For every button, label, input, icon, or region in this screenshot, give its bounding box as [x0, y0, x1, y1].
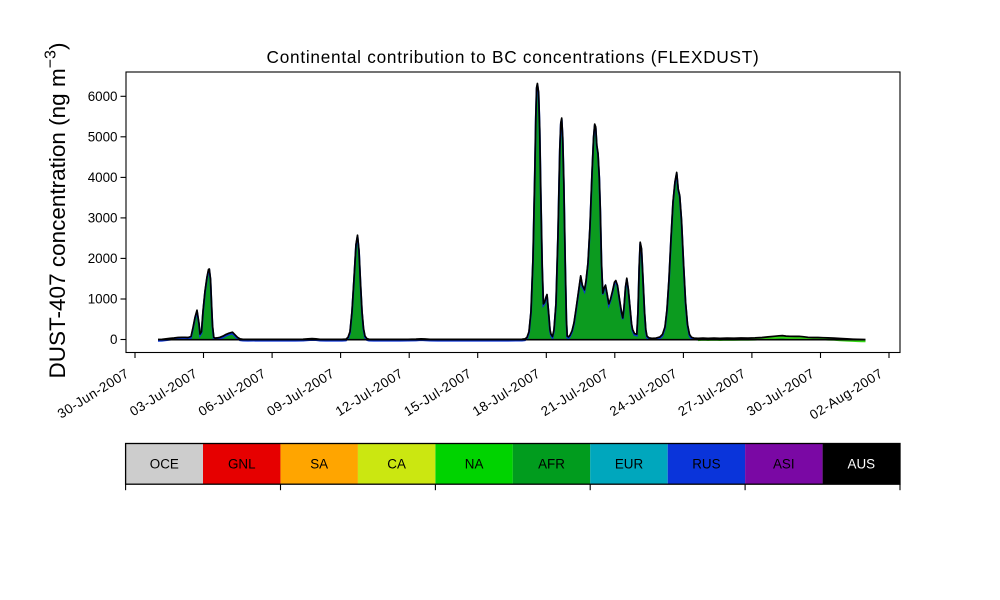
- svg-text:RUS: RUS: [692, 457, 720, 472]
- svg-text:EUR: EUR: [615, 457, 644, 472]
- svg-text:Continental contribution to BC: Continental contribution to BC concentra…: [267, 47, 760, 67]
- svg-text:0: 0: [110, 332, 117, 347]
- svg-text:GNL: GNL: [228, 457, 256, 472]
- svg-text:DUST-407 concentration (ng m−3: DUST-407 concentration (ng m−3): [43, 43, 71, 379]
- svg-text:AFR: AFR: [538, 457, 565, 472]
- svg-text:4000: 4000: [88, 170, 118, 185]
- svg-text:SA: SA: [310, 457, 328, 472]
- svg-text:NA: NA: [465, 457, 484, 472]
- svg-text:3000: 3000: [88, 211, 118, 226]
- svg-text:6000: 6000: [88, 89, 118, 104]
- svg-text:5000: 5000: [88, 130, 118, 145]
- svg-text:CA: CA: [387, 457, 406, 472]
- svg-text:ASI: ASI: [773, 457, 795, 472]
- svg-text:AUS: AUS: [848, 457, 876, 472]
- svg-text:OCE: OCE: [150, 457, 179, 472]
- svg-text:1000: 1000: [88, 292, 118, 307]
- svg-text:2000: 2000: [88, 251, 118, 266]
